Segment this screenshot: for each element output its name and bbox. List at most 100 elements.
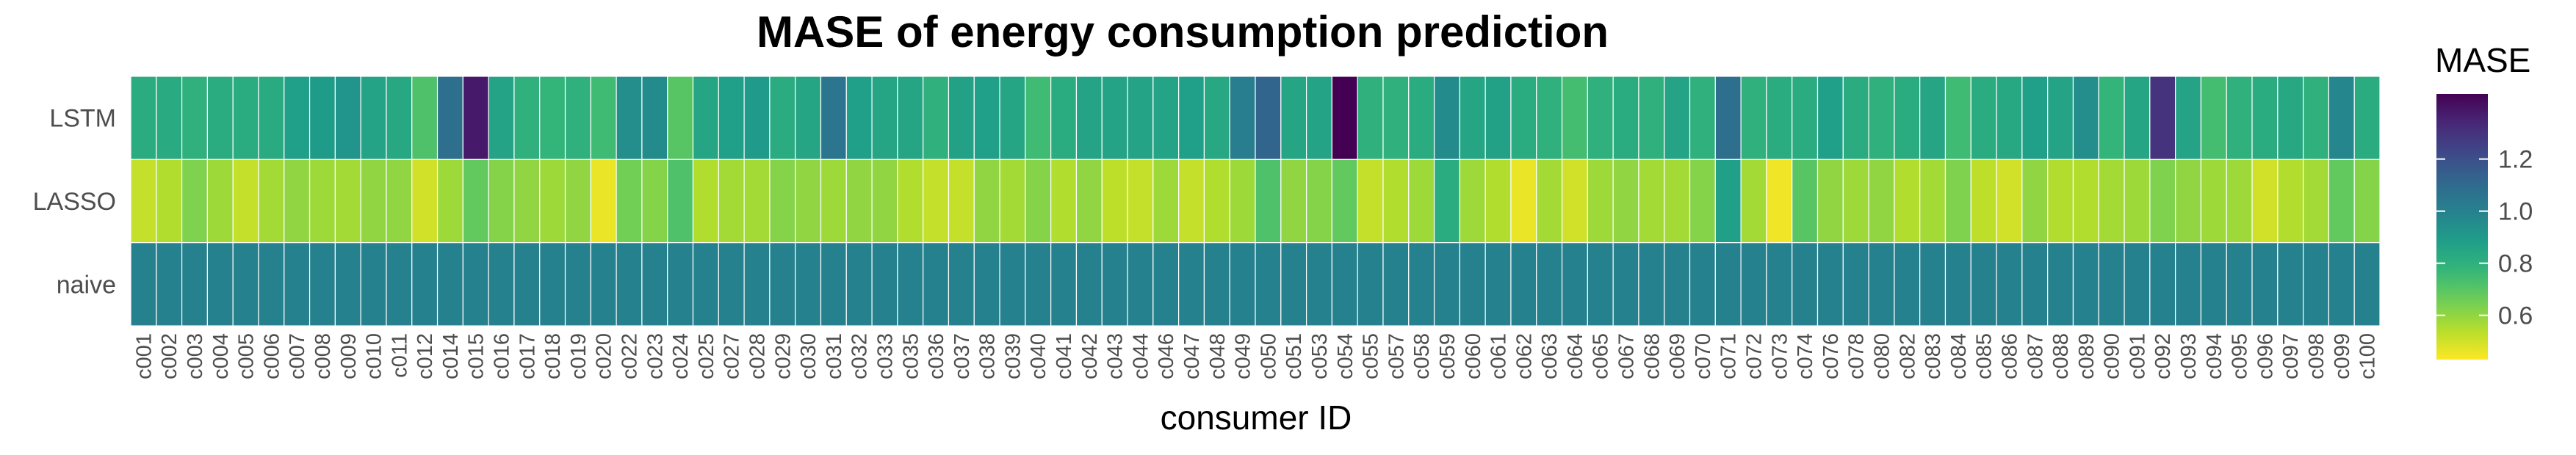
heatmap-cell (181, 76, 208, 160)
column-label: c047 (1180, 333, 1204, 379)
heatmap-cell (1331, 159, 1358, 244)
colorbar (2436, 94, 2488, 360)
heatmap-cell (2251, 242, 2279, 327)
heatmap-cell (1075, 159, 1103, 244)
heatmap-rows (130, 76, 2381, 327)
column-label: c065 (1590, 333, 1613, 379)
column-label: c009 (337, 333, 361, 379)
heatmap-cell (1178, 76, 1205, 160)
heatmap-cell (1127, 76, 1154, 160)
column-label: c099 (2331, 333, 2354, 379)
heatmap-cell (1178, 159, 1205, 244)
heatmap-cell (1357, 242, 1384, 327)
column-label: c084 (1947, 333, 1971, 379)
heatmap-cell (334, 159, 361, 244)
heatmap-cell (1408, 159, 1435, 244)
column-label: c089 (2075, 333, 2099, 379)
column-label: c042 (1078, 333, 1102, 379)
column-label: c001 (132, 333, 156, 379)
heatmap-cell (309, 76, 336, 160)
heatmap-cell (206, 159, 234, 244)
heatmap-cell (360, 76, 387, 160)
heatmap-cell (1101, 76, 1128, 160)
column-label: c011 (388, 333, 411, 378)
heatmap-cell (1536, 159, 1563, 244)
heatmap-cell (539, 159, 566, 244)
colorbar-legend: MASE 0.6 0.8 1.0 1.2 (2435, 41, 2533, 360)
heatmap-cell (1919, 159, 1947, 244)
heatmap-cell (1714, 76, 1742, 160)
column-label: c051 (1282, 333, 1306, 379)
column-label: c002 (158, 333, 181, 379)
heatmap-cell (871, 76, 898, 160)
heatmap-cell (2226, 242, 2253, 327)
heatmap-cell (845, 76, 873, 160)
heatmap-cell (1868, 159, 1895, 244)
column-label: c088 (2049, 333, 2073, 379)
column-label: c035 (899, 333, 923, 379)
heatmap-cell (2124, 242, 2151, 327)
column-label: c014 (439, 333, 463, 379)
heatmap-cell (1101, 159, 1128, 244)
column-label: c096 (2254, 333, 2277, 379)
column-label: c078 (1845, 333, 1869, 379)
heatmap-cell (130, 242, 157, 327)
heatmap-cell (130, 76, 157, 160)
heatmap-cell (462, 242, 489, 327)
column-label: c095 (2229, 333, 2252, 379)
column-label: c007 (286, 333, 309, 379)
heatmap-cell (284, 76, 311, 160)
heatmap-cell (1816, 159, 1844, 244)
heatmap-cell (1894, 159, 1921, 244)
column-label: c012 (414, 333, 437, 379)
heatmap-cell (1664, 76, 1691, 160)
heatmap-cell (206, 76, 234, 160)
heatmap-cell (2226, 76, 2253, 160)
heatmap-cell (2072, 159, 2099, 244)
column-label: c074 (1794, 333, 1817, 379)
heatmap-cell (436, 242, 463, 327)
heatmap-cell (718, 242, 745, 327)
heatmap-cell (1305, 159, 1332, 244)
heatmap-cell (2098, 76, 2125, 160)
heatmap-cell (769, 159, 796, 244)
column-label: c098 (2305, 333, 2328, 379)
heatmap-cell (2124, 76, 2151, 160)
heatmap-cell (2072, 242, 2099, 327)
heatmap-cell (1025, 159, 1052, 244)
column-label: c067 (1615, 333, 1639, 379)
heatmap-cell (1816, 76, 1844, 160)
heatmap-cell (1127, 159, 1154, 244)
heatmap-cell (743, 242, 771, 327)
column-label: c016 (491, 333, 514, 379)
heatmap-cell (1331, 76, 1358, 160)
heatmap-cell (616, 242, 643, 327)
heatmap-cell (897, 242, 924, 327)
row-labels: LSTM LASSO naive (33, 105, 116, 299)
heatmap-cell (1740, 159, 1767, 244)
heatmap-cell (2021, 159, 2049, 244)
heatmap-cell (1433, 159, 1460, 244)
heatmap-cell (616, 76, 643, 160)
heatmap-cell (1101, 242, 1128, 327)
column-label: c044 (1129, 333, 1152, 379)
heatmap-cell (1612, 242, 1639, 327)
heatmap-cell (1689, 242, 1716, 327)
column-label: c083 (1922, 333, 1945, 379)
heatmap-cell (2021, 242, 2049, 327)
heatmap-cell (462, 76, 489, 160)
heatmap-cell (2328, 159, 2355, 244)
heatmap-cell (2251, 159, 2279, 244)
column-labels: c001 c002 c003 c004 c005 c006 c007 c008 c009 c010… (132, 333, 2379, 379)
heatmap-cell (462, 159, 489, 244)
heatmap-cell (1510, 76, 1537, 160)
heatmap-cell (1075, 76, 1103, 160)
column-label: c093 (2177, 333, 2201, 379)
heatmap-cell (2353, 159, 2381, 244)
column-label: c004 (209, 333, 233, 379)
heatmap-cell (1075, 242, 1103, 327)
heatmap-cell (1638, 242, 1665, 327)
heatmap-cell (769, 242, 796, 327)
heatmap-cell (1025, 242, 1052, 327)
heatmap-cell (334, 242, 361, 327)
